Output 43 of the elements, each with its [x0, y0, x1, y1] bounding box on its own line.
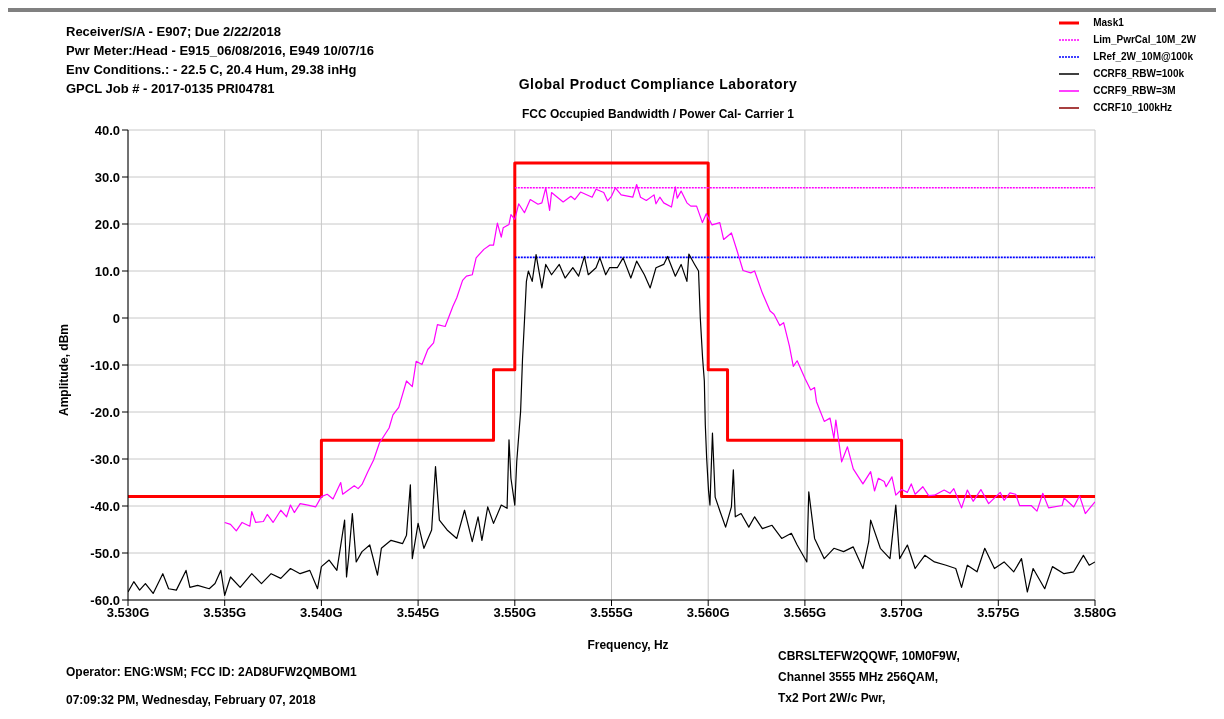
line-series: [224, 183, 1095, 532]
line-series: [128, 161, 1095, 499]
text: Tx2 Port 2W/c Pwr,: [778, 690, 887, 707]
text: 07:09:32 PM, Wednesday, February 07, 2018: [66, 692, 317, 709]
y-tick-label: -30.0: [90, 451, 120, 467]
x-tick-label: 3.560G: [686, 605, 730, 621]
x-tick-label: 3.555G: [590, 605, 633, 621]
y-tick-label: -50.0: [90, 545, 120, 561]
legend-label: CCRF10_100kHz: [1093, 101, 1173, 115]
y-axis-title: Amplitude, dBm: [57, 323, 71, 418]
x-tick-label: 3.575G: [976, 605, 1020, 621]
y-tick-label: 20.0: [94, 216, 120, 232]
y-tick-label: 40.0: [94, 122, 120, 138]
legend-label: LRef_2W_10M@100k: [1093, 50, 1193, 64]
chart-subtitle: FCC Occupied Bandwidth / Power Cal- Carrier 1: [520, 107, 796, 121]
x-tick-label: 3.545G: [396, 605, 440, 621]
text: Pwr Meter:/Head - E915_06/08/2016, E949 10/07/16: [66, 42, 374, 60]
y-tick-label: -10.0: [90, 357, 120, 373]
text: Receiver/S/A - E907; Due 2/22/2018: [66, 23, 282, 41]
x-axis-title: Frequency, Hz: [586, 638, 670, 652]
legend-label: Lim_PwrCal_10M_2W: [1093, 33, 1196, 47]
legend-label: CCRF9_RBW=3M: [1093, 84, 1176, 98]
text: GPCL Job # - 2017-0135 PRI04781: [66, 80, 276, 98]
x-tick-label: 3.530G: [106, 605, 150, 621]
y-tick-label: -20.0: [90, 404, 120, 420]
text: CBRSLTEFW2QQWF, 10M0F9W,: [778, 648, 960, 665]
x-tick-label: 3.565G: [783, 605, 827, 621]
x-tick-label: 3.570G: [880, 605, 923, 621]
legend-label: Mask1: [1093, 16, 1124, 30]
text: Channel 3555 MHz 256QAM,: [778, 669, 940, 686]
y-tick-label: 30.0: [94, 169, 120, 185]
chart-title: Global Product Compliance Laboratory: [517, 76, 799, 92]
text: Operator: ENG:WSM; FCC ID: 2AD8UFW2QMBOM1: [66, 664, 357, 681]
y-tick-label: -40.0: [90, 498, 120, 514]
legend-label: CCRF8_RBW=100k: [1093, 67, 1185, 81]
x-tick-label: 3.540G: [300, 605, 343, 621]
y-tick-label: 10.0: [94, 263, 120, 279]
text: Env Conditions.: - 22.5 C, 20.4 Hum, 29.38 inHg: [66, 61, 358, 79]
x-tick-label: 3.535G: [203, 605, 247, 621]
y-tick-label: -60.0: [90, 592, 120, 608]
y-tick-label: 0: [112, 310, 120, 326]
x-tick-label: 3.550G: [493, 605, 537, 621]
x-tick-label: 3.580G: [1073, 605, 1117, 621]
